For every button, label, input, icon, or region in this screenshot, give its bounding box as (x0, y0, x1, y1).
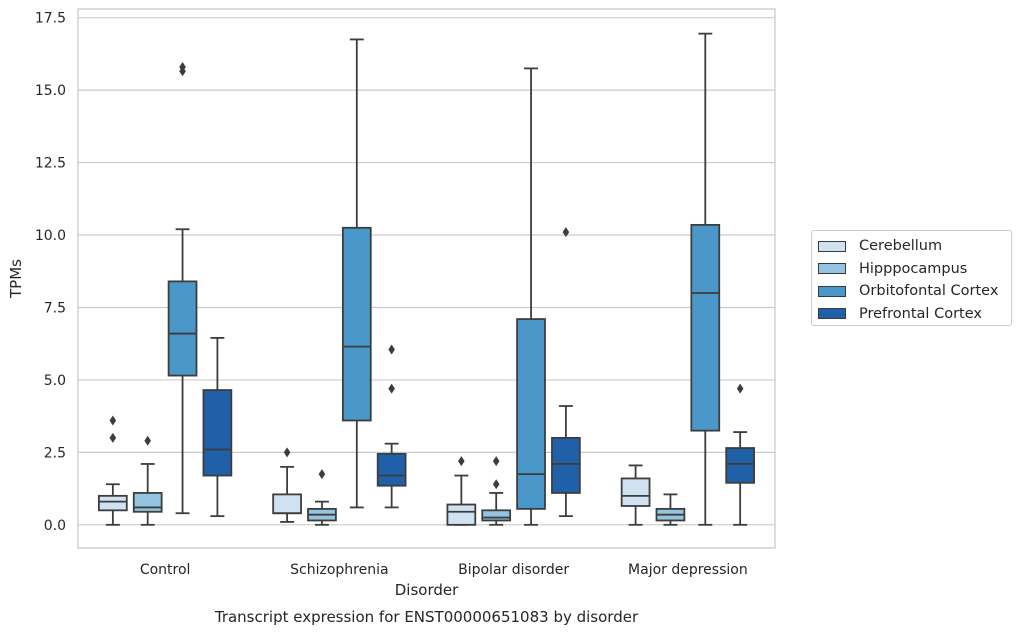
box-iqr (690, 223, 721, 432)
y-tick-label: 15.0 (35, 83, 66, 99)
box-iqr (376, 452, 407, 487)
y-tick-labels: 0.0 2.5 5.0 7.5 10.0 12.5 15.0 17.5 (35, 11, 66, 534)
legend-swatch (818, 263, 846, 275)
box-prefrontal-cortex (551, 227, 581, 518)
y-tick-label: 0.0 (44, 518, 66, 534)
box-iqr (167, 280, 198, 377)
legend: Cerebellum Hipppocampus Orbitofontal Corte… (811, 230, 1012, 326)
outlier-point (736, 383, 744, 394)
legend-item: Hipppocampus (818, 258, 1011, 281)
y-tick-label: 17.5 (35, 11, 66, 27)
box-iqr (132, 492, 163, 513)
outlier-point (109, 432, 117, 443)
y-tick-label: 12.5 (35, 156, 66, 172)
box-orbitofontal-cortex (690, 32, 721, 526)
box-iqr (202, 389, 233, 477)
box-hipppocampus (655, 493, 686, 526)
x-tick-label: Major depression (628, 562, 748, 578)
box-prefrontal-cortex (202, 337, 233, 518)
y-tick-label: 2.5 (44, 445, 66, 461)
legend-item: Prefrontal Cortex (818, 303, 1011, 326)
x-axis-title: Disorder (395, 581, 459, 599)
box-hipppocampus (481, 456, 512, 526)
legend-label: Orbitofontal Cortex (859, 283, 999, 300)
y-axis-title: TPMs (7, 259, 25, 299)
legend-label: Prefrontal Cortex (859, 305, 982, 322)
legend-item: Orbitofontal Cortex (818, 280, 1011, 303)
chart-caption: Transcript expression for ENST0000065108… (214, 608, 639, 626)
box-iqr (272, 493, 302, 515)
box-cerebellum (98, 415, 128, 526)
outlier-point (492, 456, 500, 467)
box-iqr (725, 447, 755, 484)
box-iqr (620, 477, 651, 507)
legend-label: Hipppocampus (859, 260, 968, 277)
legend-label: Cerebellum (859, 238, 943, 255)
outlier-point (492, 479, 500, 490)
box-cerebellum (272, 447, 302, 523)
outlier-point (144, 435, 151, 446)
box-iqr (98, 494, 128, 512)
outlier-point (283, 447, 291, 458)
box-iqr (481, 509, 512, 522)
box-orbitofontal-cortex (167, 61, 198, 515)
box-iqr (341, 226, 372, 422)
box-orbitofontal-cortex (516, 67, 546, 526)
x-tick-label: Control (140, 562, 191, 578)
outlier-point (388, 383, 395, 394)
x-tick-label: Bipolar disorder (458, 562, 569, 578)
x-tick-label: Schizophrenia (290, 562, 388, 578)
box-hipppocampus (132, 435, 163, 526)
outlier-point (562, 227, 570, 238)
box-cerebellum (446, 456, 477, 526)
x-tick-labels: Control Schizophrenia Bipolar disorder Majo… (140, 562, 748, 578)
legend-item: Cerebellum (818, 235, 1011, 258)
outlier-point (318, 469, 326, 480)
box-prefrontal-cortex (376, 344, 407, 509)
outlier-point (388, 344, 395, 355)
y-tick-label: 5.0 (44, 373, 66, 389)
box-orbitofontal-cortex (341, 38, 372, 509)
box-iqr (516, 318, 546, 510)
outlier-point (179, 61, 186, 72)
box-cerebellum (620, 464, 651, 526)
plot-frame (77, 8, 776, 549)
box-iqr (551, 436, 581, 494)
y-tick-label: 7.5 (44, 300, 66, 316)
legend-swatch (818, 240, 846, 252)
box-iqr (446, 503, 477, 526)
outlier-point (109, 415, 117, 426)
y-tick-label: 10.0 (35, 228, 66, 244)
box-prefrontal-cortex (725, 383, 755, 526)
box-layer (98, 32, 755, 526)
legend-swatch (818, 285, 846, 297)
legend-swatch (818, 308, 846, 320)
outlier-point (458, 456, 465, 467)
box-hipppocampus (307, 469, 337, 526)
